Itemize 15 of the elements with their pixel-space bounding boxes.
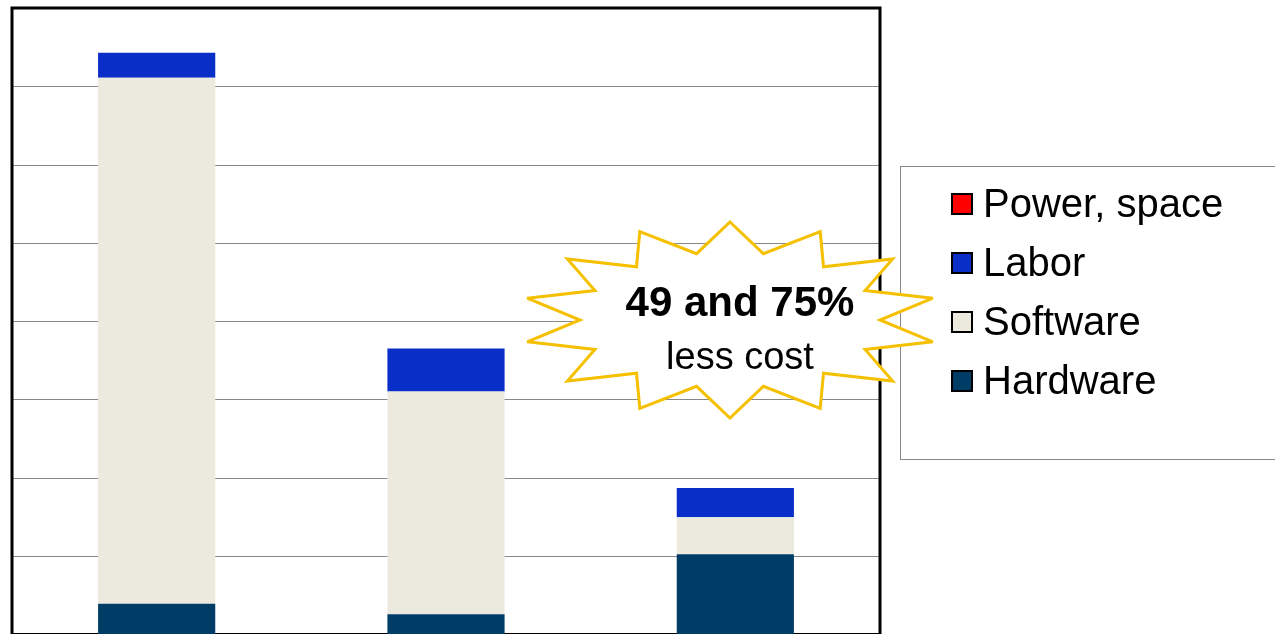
bar: [387, 391, 505, 615]
bar: [98, 77, 216, 604]
legend-label: Power, space: [983, 181, 1224, 226]
bar: [387, 614, 505, 634]
annotation: 49 and 75%: [624, 278, 856, 326]
legend-label: Software: [983, 299, 1141, 344]
bar: [387, 348, 505, 392]
legend-label: Hardware: [983, 358, 1157, 403]
bar: [676, 554, 794, 634]
annotation: less cost: [665, 335, 815, 378]
bar: [676, 517, 794, 555]
legend-label: Labor: [983, 240, 1086, 285]
bar: [98, 603, 216, 634]
bar: [98, 52, 216, 78]
bar: [676, 488, 794, 518]
